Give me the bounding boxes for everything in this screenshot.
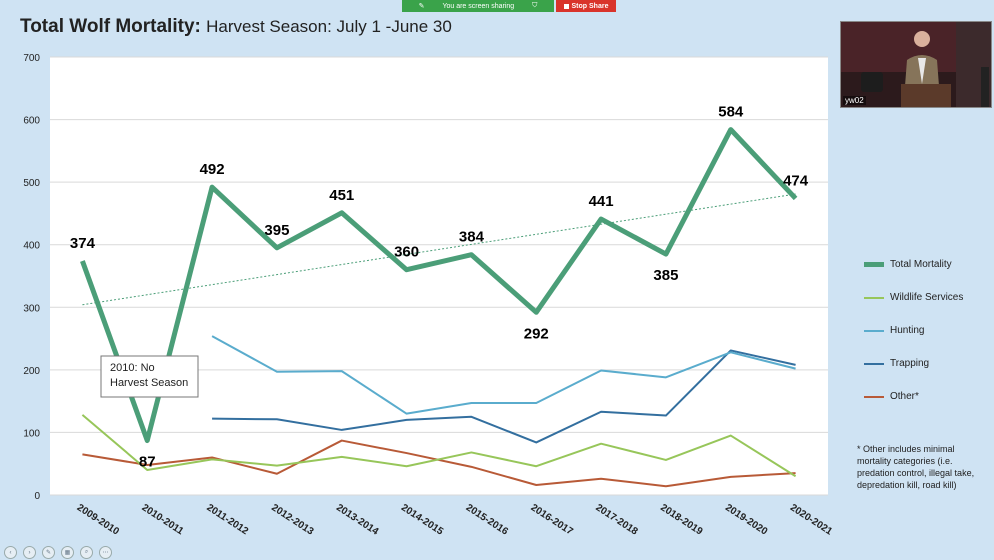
presentation-controls: ‹ › ✎ ▦ ⌕ ⋯ <box>4 546 112 559</box>
x-tick-label: 2020-2021 <box>788 502 834 538</box>
legend-label: Wildlife Services <box>890 292 964 303</box>
more-options-button[interactable]: ⋯ <box>99 546 112 559</box>
data-label: 384 <box>459 229 485 246</box>
legend-item-trapping: Trapping <box>864 347 963 380</box>
y-tick-label: 0 <box>34 491 40 502</box>
x-tick-label: 2018-2019 <box>658 502 704 538</box>
footnote: * Other includes minimal mortality categ… <box>857 444 975 490</box>
title-subtitle: Harvest Season: July 1 -June 30 <box>206 17 452 36</box>
x-tick-label: 2012-2013 <box>269 502 315 538</box>
stop-share-label: Stop Share <box>571 2 609 10</box>
legend-swatch <box>864 329 884 332</box>
legend-label: Other* <box>890 391 919 402</box>
series-line-wildlife <box>81 414 797 478</box>
data-label: 395 <box>264 222 289 239</box>
stop-icon <box>563 3 569 9</box>
legend-swatch <box>864 296 884 299</box>
y-tick-label: 300 <box>23 303 40 314</box>
x-tick-label: 2010-2011 <box>140 502 186 537</box>
data-label: 374 <box>70 235 96 252</box>
share-status-text: You are screen sharing <box>442 2 515 10</box>
data-label: 360 <box>394 244 419 261</box>
share-status: ✎ You are screen sharing ⛉ <box>402 0 554 12</box>
y-tick-label: 200 <box>23 366 40 377</box>
zoom-button[interactable]: ⌕ <box>80 546 93 559</box>
legend-swatch <box>864 362 884 365</box>
next-slide-button[interactable]: › <box>23 546 36 559</box>
chart-title: Total Wolf Mortality: Harvest Season: Ju… <box>20 16 452 38</box>
video-scene <box>841 22 991 107</box>
y-tick-label: 600 <box>23 116 40 127</box>
legend-swatch <box>864 395 884 398</box>
data-label: 451 <box>329 187 354 204</box>
title-main: Total Wolf Mortality: <box>20 16 201 37</box>
x-tick-label: 2019-2020 <box>723 502 769 538</box>
data-label: 474 <box>783 172 809 189</box>
view-slides-button[interactable]: ▦ <box>61 546 74 559</box>
pen-tool-button[interactable]: ✎ <box>42 546 55 559</box>
video-thumbnail[interactable]: yw02 <box>840 21 992 108</box>
data-label: 441 <box>589 193 614 210</box>
prev-slide-button[interactable]: ‹ <box>4 546 17 559</box>
legend-label: Total Mortality <box>890 259 952 270</box>
y-tick-label: 700 <box>23 53 40 64</box>
legend-item-wildlife: Wildlife Services <box>864 281 963 314</box>
shield-icon: ⛉ <box>532 2 538 9</box>
x-tick-label: 2011-2012 <box>204 502 250 537</box>
x-tick-label: 2009-2010 <box>75 502 121 538</box>
legend-label: Hunting <box>890 325 925 336</box>
x-tick-label: 2017-2018 <box>593 502 639 538</box>
legend-label: Trapping <box>890 358 930 369</box>
y-tick-label: 400 <box>23 241 40 252</box>
annotation-line-2: Harvest Season <box>110 377 188 389</box>
share-indicator-icon: ✎ <box>418 3 425 10</box>
no-harvest-annotation: 2010: No Harvest Season <box>100 355 199 398</box>
plot-area <box>50 57 828 495</box>
data-label: 492 <box>200 161 225 178</box>
data-label: 292 <box>524 325 549 342</box>
x-tick-label: 2016-2017 <box>529 502 575 538</box>
annotation-line-1: 2010: No <box>110 362 155 374</box>
y-tick-label: 500 <box>23 178 40 189</box>
series-line-trapping <box>212 349 796 444</box>
participant-name: yw02 <box>843 96 866 105</box>
series-line-hunting <box>211 335 796 415</box>
legend-item-total: Total Mortality <box>864 248 963 281</box>
stop-share-button[interactable]: Stop Share <box>556 0 616 12</box>
legend-item-hunting: Hunting <box>864 314 963 347</box>
x-tick-label: 2014-2015 <box>399 502 445 538</box>
x-tick-label: 2013-2014 <box>334 502 380 538</box>
legend: Total Mortality Wildlife Services Hunting T… <box>864 248 963 413</box>
legend-item-other: Other* <box>864 380 963 413</box>
trendline <box>82 193 796 306</box>
x-tick-label: 2015-2016 <box>464 502 510 538</box>
y-tick-label: 100 <box>23 428 40 439</box>
screen-share-bar: ✎ You are screen sharing ⛉ Stop Share <box>402 0 616 12</box>
legend-swatch <box>864 262 884 267</box>
data-label: 385 <box>653 267 678 284</box>
data-label: 87 <box>139 454 156 471</box>
series-line-total <box>80 127 798 444</box>
data-label: 584 <box>718 104 744 121</box>
